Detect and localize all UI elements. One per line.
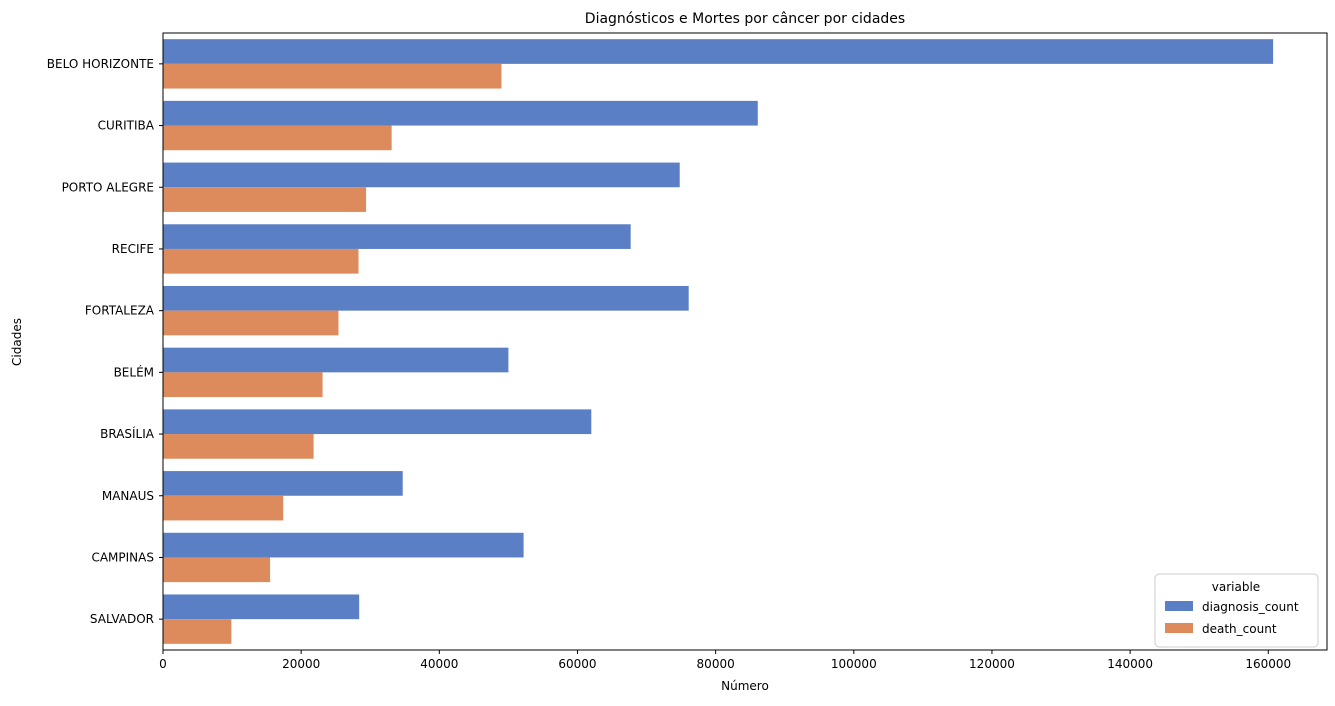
y-tick-label: PORTO ALEGRE <box>62 180 154 194</box>
legend-swatch-diagnosis <box>1165 601 1193 611</box>
bar-diagnosis-count-4 <box>163 224 631 249</box>
axes-layer: 0 20000 40000 60000 80000 100000 120000 140000 1… <box>47 32 1328 671</box>
bar-diagnosis-count-8 <box>163 471 403 496</box>
y-axis-label: Cidades <box>10 318 24 366</box>
y-tick-label: SALVADOR <box>90 612 154 626</box>
chart-title: Diagnósticos e Mortes por câncer por cid… <box>585 11 905 27</box>
bar-death-count-1 <box>163 63 502 89</box>
x-axis-label: Número <box>721 679 769 693</box>
y-tick-label: FORTALEZA <box>85 304 155 318</box>
bar-death-count-5 <box>163 310 339 336</box>
bar-death-count-2 <box>163 125 392 151</box>
x-tick-label: 20000 <box>282 657 320 671</box>
x-tick-label: 0 <box>159 657 167 671</box>
bar-diagnosis-count-9 <box>163 532 524 558</box>
legend-label-death: death_count <box>1202 622 1277 636</box>
bar-diagnosis-count-2 <box>163 100 758 126</box>
bar-diagnosis-count-10 <box>163 594 360 620</box>
x-tick-label: 40000 <box>420 657 458 671</box>
x-tick-label: 60000 <box>558 657 596 671</box>
x-tick-label: 140000 <box>1107 657 1153 671</box>
x-tick-label: 100000 <box>831 657 877 671</box>
bar-death-count-6 <box>163 372 323 398</box>
legend-title: variable <box>1212 580 1260 594</box>
bar-diagnosis-count-7 <box>163 409 592 435</box>
bars-layer <box>163 39 1274 644</box>
x-tick-label: 160000 <box>1245 657 1291 671</box>
bar-death-count-8 <box>163 495 284 521</box>
bar-diagnosis-count-1 <box>163 39 1274 64</box>
bar-death-count-9 <box>163 557 271 583</box>
legend-swatch-death <box>1165 623 1193 633</box>
legend-label-diagnosis: diagnosis_count <box>1202 600 1299 614</box>
bar-diagnosis-count-3 <box>163 162 680 188</box>
y-tick-label: BELÉM <box>114 364 154 379</box>
bar-death-count-4 <box>163 248 359 274</box>
x-tick-label: 120000 <box>969 657 1015 671</box>
x-tick-label: 80000 <box>697 657 735 671</box>
legend-frame <box>1154 573 1319 648</box>
plot-frame <box>162 32 1328 651</box>
y-tick-label: CURITIBA <box>98 119 155 133</box>
bar-death-count-7 <box>163 434 314 459</box>
legend: variable diagnosis_count death_count <box>1154 573 1319 648</box>
y-tick-label: BELO HORIZONTE <box>47 57 154 71</box>
y-tick-label: BRASÍLIA <box>100 426 155 441</box>
bar-death-count-10 <box>163 619 232 644</box>
bar-diagnosis-count-5 <box>163 285 689 311</box>
bar-diagnosis-count-6 <box>163 347 509 373</box>
bar-death-count-3 <box>163 187 367 212</box>
y-tick-label: CAMPINAS <box>91 550 154 564</box>
y-tick-label: RECIFE <box>112 242 154 256</box>
y-tick-label: MANAUS <box>102 489 154 503</box>
